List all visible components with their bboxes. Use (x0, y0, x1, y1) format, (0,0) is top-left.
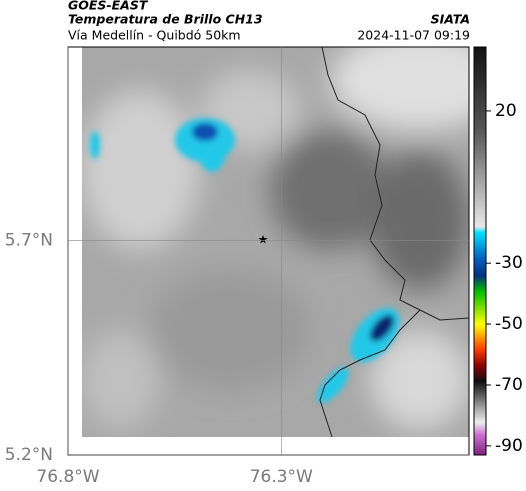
x-tick-label: 76.3°W (250, 467, 313, 487)
route: Vía Medellín - Quibdó 50km (68, 28, 241, 43)
timestamp: 2024-11-07 09:19 (357, 28, 470, 43)
city-marker: ★ (258, 233, 269, 247)
colorbar-label: -30 (495, 253, 523, 273)
source: SIATA (431, 12, 470, 27)
subtitle: Temperatura de Brillo CH13 (68, 12, 263, 27)
colorbar-label: -70 (495, 375, 523, 395)
colorbar-label: -90 (495, 436, 523, 456)
title: GOES-EAST (68, 0, 149, 13)
colorbar-label: 20 (495, 101, 517, 121)
y-tick-label: 5.2°N (5, 445, 53, 465)
x-tick-label: 76.8°W (36, 467, 99, 487)
y-tick-label: 5.7°N (5, 230, 53, 250)
colorbar (473, 46, 487, 456)
colorbar-label: -50 (495, 314, 523, 334)
satellite-image (82, 47, 469, 437)
